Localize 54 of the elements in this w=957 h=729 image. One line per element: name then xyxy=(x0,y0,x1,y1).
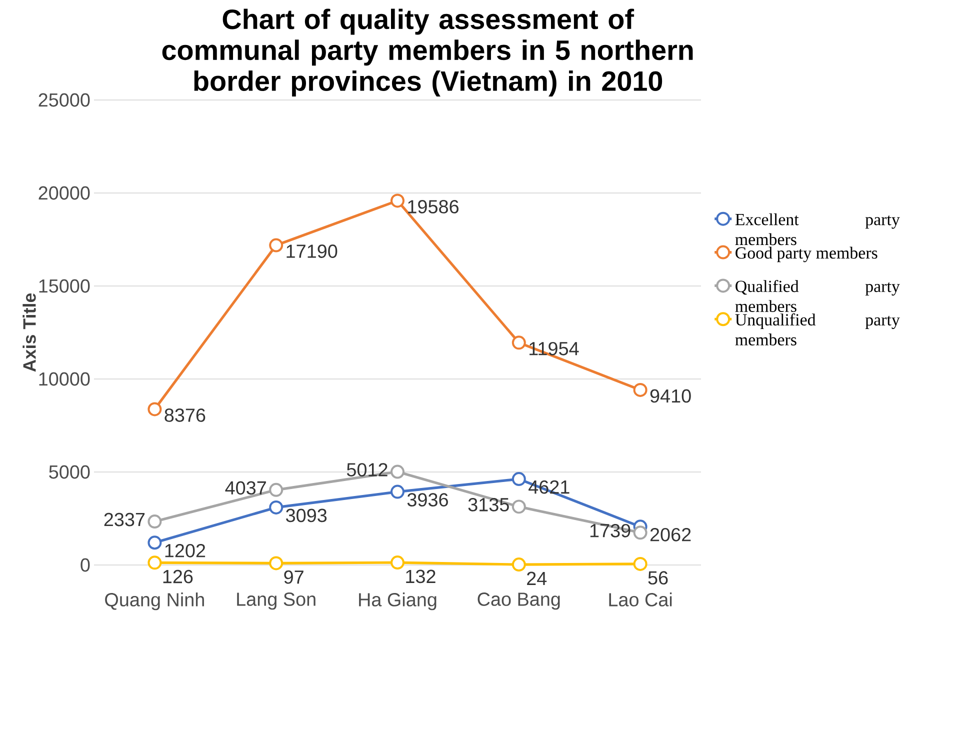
point xyxy=(512,558,526,572)
x-tick-label: Ha Giang xyxy=(359,592,436,610)
y-tick-label: 10000 xyxy=(39,372,90,386)
y-tick-label: 15000 xyxy=(39,279,90,293)
x-tick-label: Lao Cai xyxy=(609,592,672,606)
point xyxy=(148,556,162,570)
chart-title: Chart of quality assessment of communal party members in 5 northern border provinces (Vietnam) in 2010 xyxy=(162,8,693,96)
point xyxy=(512,472,526,486)
point xyxy=(148,536,162,550)
data-label: 8376 xyxy=(164,408,206,422)
x-tick-label: Cao Bang xyxy=(478,592,560,610)
point xyxy=(390,556,405,570)
point xyxy=(633,382,648,397)
y-tick-label: 0 xyxy=(80,558,90,572)
x-tick-label: Quang Ninh xyxy=(105,592,204,610)
point xyxy=(633,556,648,571)
point xyxy=(269,556,284,570)
legend-label: Unqualified party members xyxy=(735,313,900,346)
point xyxy=(512,500,526,514)
point xyxy=(390,194,405,208)
point xyxy=(269,238,284,252)
data-label: 1202 xyxy=(165,544,206,558)
data-label: 2337 xyxy=(104,512,145,526)
data-label: 24 xyxy=(527,572,547,585)
data-label: 5012 xyxy=(346,463,388,476)
y-axis-title: Axis Title xyxy=(22,293,36,372)
data-label: 3093 xyxy=(286,508,327,522)
point xyxy=(148,402,162,416)
data-label: 126 xyxy=(163,570,193,584)
point xyxy=(269,482,284,497)
point xyxy=(269,500,284,514)
point xyxy=(512,336,526,350)
data-label: 132 xyxy=(406,570,436,584)
point xyxy=(390,464,405,479)
y-tick-label: 20000 xyxy=(38,186,90,200)
x-tick-label: Lang Son xyxy=(237,592,316,610)
point xyxy=(148,514,162,529)
data-label: 9410 xyxy=(650,389,691,403)
data-label: 97 xyxy=(284,570,304,584)
data-label: 1739 xyxy=(590,524,630,538)
data-label: 3936 xyxy=(407,493,448,506)
data-label: 2062 xyxy=(650,528,691,542)
data-label: 19586 xyxy=(408,200,458,214)
point xyxy=(633,526,648,540)
data-label: 3135 xyxy=(468,498,509,512)
data-label: 4037 xyxy=(225,481,266,495)
data-label: 17190 xyxy=(286,244,338,258)
data-label: 56 xyxy=(648,571,668,585)
legend-label: Good party members xyxy=(736,246,878,262)
legend-label: Excellent party members xyxy=(735,213,900,246)
legend-label: Qualified party members xyxy=(735,280,900,312)
y-tick-label: 5000 xyxy=(49,465,90,479)
y-tick-label: 25000 xyxy=(38,93,90,107)
point xyxy=(390,484,405,499)
